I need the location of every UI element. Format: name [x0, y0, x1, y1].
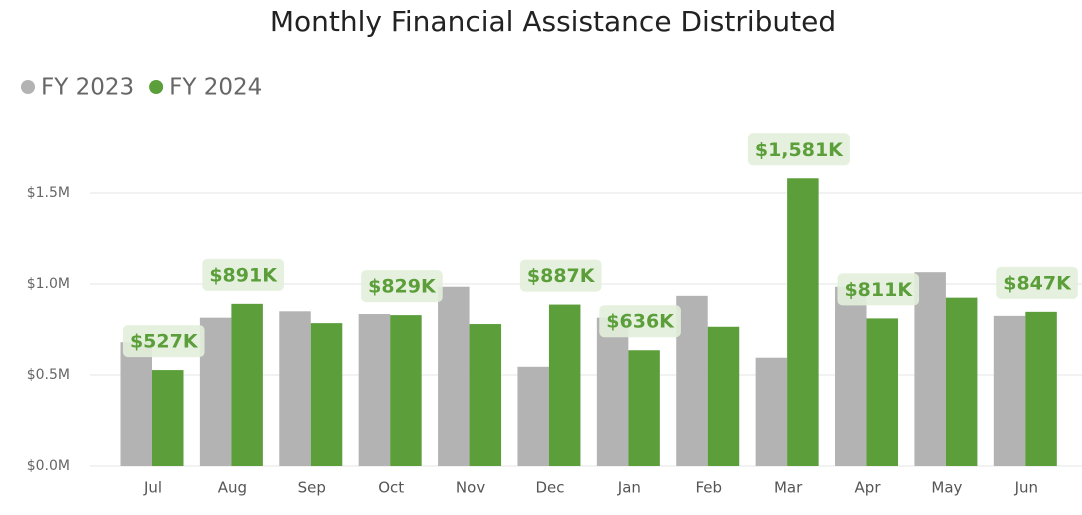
x-tick-label: Sep: [298, 479, 326, 497]
bar: [866, 318, 899, 466]
bar: [835, 286, 867, 466]
bar: [914, 272, 946, 466]
y-tick-label: $0.0M: [27, 458, 70, 474]
value-label-bg: [519, 259, 602, 292]
value-label: $829K: [368, 276, 437, 298]
bar: [151, 370, 184, 466]
bar: [517, 366, 549, 466]
x-tick-label: Nov: [456, 479, 485, 497]
value-label-bg: [122, 325, 205, 358]
y-tick-label: $0.5M: [27, 367, 70, 383]
value-label-bg: [837, 273, 920, 306]
value-label: $891K: [209, 264, 278, 286]
value-label-bg: [361, 270, 443, 303]
bar: [469, 324, 502, 466]
x-tick-label: Jun: [1014, 479, 1038, 497]
value-label: $887K: [527, 265, 596, 287]
value-label-bg: [202, 258, 284, 291]
legend-swatch: [21, 80, 35, 94]
y-tick-label: $1.5M: [27, 185, 70, 201]
legend-swatch: [149, 80, 164, 94]
bar: [120, 342, 152, 466]
bar: [707, 326, 740, 466]
y-tick-label: $1.0M: [27, 276, 70, 292]
x-tick-label: Jan: [617, 479, 641, 497]
x-tick-label: Aug: [218, 479, 247, 497]
value-label: $811K: [844, 279, 913, 301]
x-tick-label: Oct: [378, 479, 404, 497]
x-tick-label: Jul: [143, 479, 162, 497]
x-tick-label: Dec: [535, 479, 564, 497]
x-tick-label: Apr: [855, 479, 882, 497]
bar: [310, 323, 343, 466]
bar: [199, 317, 232, 466]
bar: [676, 295, 708, 466]
bar: [390, 315, 422, 466]
value-label-bg: [747, 133, 850, 166]
bar: [993, 315, 1026, 466]
x-tick-label: Feb: [695, 479, 722, 497]
bar: [596, 317, 629, 466]
legend-label: FY 2023: [41, 75, 134, 101]
value-label: $527K: [130, 331, 199, 353]
bar: [279, 311, 311, 466]
bar: [438, 286, 470, 466]
chart-title: Monthly Financial Assistance Distributed: [270, 5, 836, 38]
bar: [1025, 311, 1057, 466]
value-label-bg: [996, 266, 1078, 299]
bar: [548, 304, 581, 466]
bar: [945, 297, 978, 466]
value-label-bg: [599, 305, 681, 338]
value-label: $636K: [606, 311, 675, 333]
bar: [787, 178, 819, 466]
bar: [755, 357, 788, 466]
bar: [628, 350, 660, 466]
x-tick-label: May: [931, 479, 962, 497]
x-tick-label: Mar: [774, 479, 803, 497]
value-label: $847K: [1003, 272, 1072, 294]
bar: [231, 303, 263, 466]
legend-label: FY 2024: [169, 75, 262, 101]
bar: [358, 314, 391, 466]
value-label: $1,581K: [755, 139, 844, 161]
